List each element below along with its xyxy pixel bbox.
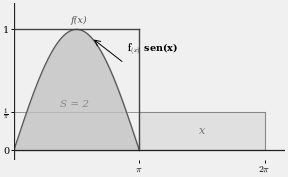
Text: $\mathbf{f}_{(x)}$ sen(x): $\mathbf{f}_{(x)}$ sen(x) [127, 42, 178, 58]
Text: f(x): f(x) [71, 15, 87, 25]
Bar [139, 112, 265, 150]
Text: x: x [199, 126, 205, 136]
Text: S = 2: S = 2 [60, 100, 88, 109]
